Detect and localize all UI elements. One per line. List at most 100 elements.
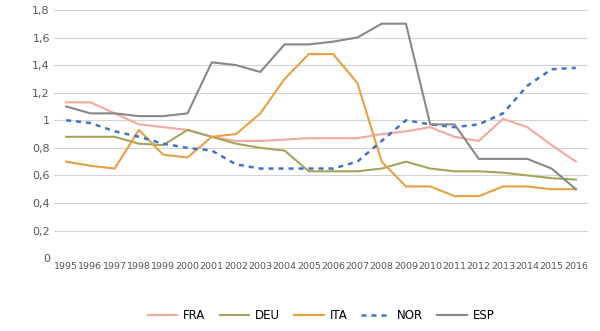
FRA: [281, 138, 288, 142]
ESP: [572, 187, 580, 191]
NOR: [451, 125, 458, 129]
ITA: [524, 184, 531, 188]
Line: ESP: ESP: [66, 24, 576, 189]
ESP: [62, 105, 70, 109]
DEU: [136, 142, 143, 146]
NOR: [184, 146, 191, 150]
ESP: [184, 111, 191, 115]
ESP: [232, 63, 239, 67]
NOR: [354, 160, 361, 164]
DEU: [232, 142, 239, 146]
DEU: [257, 146, 264, 150]
DEU: [378, 166, 385, 170]
FRA: [87, 100, 94, 104]
FRA: [184, 128, 191, 132]
FRA: [111, 111, 118, 115]
ESP: [281, 42, 288, 46]
ITA: [111, 166, 118, 170]
FRA: [427, 125, 434, 129]
FRA: [475, 139, 482, 143]
ITA: [136, 128, 143, 132]
NOR: [524, 84, 531, 88]
NOR: [572, 66, 580, 70]
DEU: [499, 171, 506, 175]
ITA: [378, 160, 385, 164]
ITA: [257, 111, 264, 115]
NOR: [329, 166, 337, 170]
NOR: [499, 111, 506, 115]
ITA: [62, 160, 70, 164]
ITA: [451, 194, 458, 198]
DEU: [403, 160, 410, 164]
ESP: [475, 157, 482, 161]
Line: NOR: NOR: [66, 68, 576, 168]
DEU: [305, 169, 313, 173]
FRA: [232, 139, 239, 143]
Legend: FRA, DEU, ITA, NOR, ESP: FRA, DEU, ITA, NOR, ESP: [143, 304, 499, 327]
ITA: [184, 156, 191, 160]
ITA: [499, 184, 506, 188]
DEU: [475, 169, 482, 173]
NOR: [208, 149, 215, 153]
ESP: [208, 60, 215, 64]
DEU: [111, 135, 118, 139]
FRA: [403, 129, 410, 133]
ESP: [403, 22, 410, 26]
FRA: [160, 125, 167, 129]
FRA: [62, 100, 70, 104]
ESP: [451, 122, 458, 126]
NOR: [62, 118, 70, 122]
ESP: [499, 157, 506, 161]
ESP: [354, 35, 361, 39]
ESP: [257, 70, 264, 74]
FRA: [305, 136, 313, 140]
ESP: [378, 22, 385, 26]
DEU: [208, 135, 215, 139]
ITA: [354, 81, 361, 85]
ITA: [548, 187, 555, 191]
FRA: [136, 122, 143, 126]
NOR: [87, 121, 94, 125]
ITA: [160, 153, 167, 157]
DEU: [451, 169, 458, 173]
FRA: [499, 117, 506, 121]
NOR: [427, 122, 434, 126]
NOR: [136, 135, 143, 139]
DEU: [87, 135, 94, 139]
ITA: [208, 135, 215, 139]
DEU: [572, 177, 580, 181]
ITA: [87, 164, 94, 168]
DEU: [548, 176, 555, 180]
ESP: [111, 111, 118, 115]
ITA: [281, 77, 288, 81]
DEU: [354, 169, 361, 173]
Line: DEU: DEU: [66, 130, 576, 179]
NOR: [160, 142, 167, 146]
DEU: [281, 149, 288, 153]
ESP: [329, 40, 337, 44]
DEU: [62, 135, 70, 139]
NOR: [281, 166, 288, 170]
NOR: [548, 67, 555, 71]
ESP: [427, 122, 434, 126]
ESP: [160, 114, 167, 118]
DEU: [329, 169, 337, 173]
NOR: [232, 163, 239, 166]
ESP: [305, 42, 313, 46]
DEU: [184, 128, 191, 132]
ESP: [524, 157, 531, 161]
DEU: [160, 143, 167, 147]
FRA: [524, 125, 531, 129]
FRA: [572, 160, 580, 164]
ITA: [232, 132, 239, 136]
ITA: [305, 52, 313, 56]
ITA: [403, 184, 410, 188]
FRA: [208, 135, 215, 139]
NOR: [403, 118, 410, 122]
FRA: [257, 139, 264, 143]
ESP: [87, 111, 94, 115]
ITA: [427, 184, 434, 188]
ESP: [548, 166, 555, 170]
ESP: [136, 114, 143, 118]
DEU: [524, 173, 531, 177]
